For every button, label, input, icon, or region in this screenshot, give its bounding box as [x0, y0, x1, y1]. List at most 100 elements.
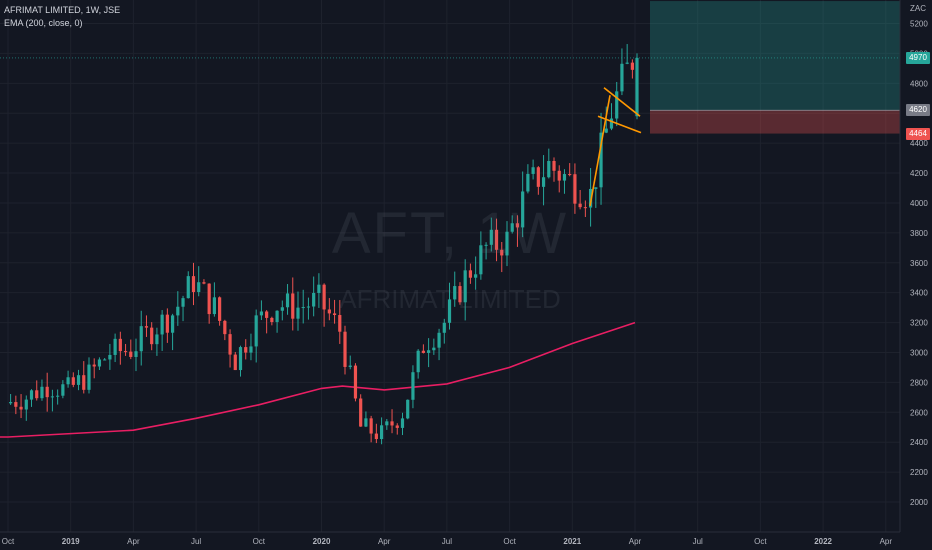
candle-body	[45, 386, 49, 398]
price-tick-label: 4200	[910, 169, 928, 178]
candle-body	[202, 282, 206, 284]
candle-body	[557, 170, 561, 181]
legend-symbol[interactable]: AFRIMAT LIMITED, 1W, JSE	[4, 5, 121, 15]
time-tick-label: Oct	[503, 537, 516, 546]
time-tick-label: 2022	[814, 537, 832, 546]
candle-body	[599, 132, 603, 188]
candle-body	[379, 425, 384, 440]
candle-body	[406, 399, 410, 419]
candle-body	[223, 320, 227, 335]
candle-body	[505, 231, 509, 256]
candle-body	[390, 421, 394, 426]
candle-body	[254, 315, 258, 347]
candle-body	[322, 284, 326, 310]
time-tick-label: 2021	[563, 537, 581, 546]
time-tick-label: Jul	[191, 537, 201, 546]
candle-body	[332, 313, 337, 316]
currency-label: ZAC	[910, 4, 926, 13]
flag-trendlines[interactable]	[589, 87, 642, 207]
price-tick-label: 4800	[910, 79, 928, 88]
time-tick-label: Oct	[253, 537, 266, 546]
price-tick-label: 5200	[910, 20, 928, 29]
candle-body	[228, 334, 232, 355]
price-tick-label: 4000	[910, 199, 928, 208]
candle-body	[9, 402, 13, 404]
grid	[0, 0, 900, 532]
target-zone	[650, 1, 900, 111]
candle-body	[343, 331, 347, 367]
candle-body	[484, 244, 488, 246]
candle-body	[92, 364, 96, 367]
candle-body	[82, 375, 86, 390]
candle-body	[541, 177, 546, 187]
candle-body	[181, 298, 185, 307]
price-tick-label: 3200	[910, 319, 928, 328]
candle-body	[285, 293, 290, 308]
candle-body	[500, 249, 504, 256]
legend-indicator[interactable]: EMA (200, close, 0)	[4, 18, 83, 28]
candle-body	[176, 306, 180, 316]
candle-body	[562, 174, 567, 181]
candle-body	[134, 351, 138, 357]
candle-body	[359, 398, 363, 427]
candle-body	[265, 311, 269, 318]
candle-body	[144, 326, 149, 328]
candle-body	[218, 297, 222, 321]
candle-body	[40, 386, 44, 399]
candle-body	[317, 284, 321, 293]
candle-body	[165, 314, 169, 333]
time-axis[interactable]: Oct 2019 Apr Jul Oct 2020 Apr Jul Oct 2021 Apr Jul O…	[0, 531, 900, 546]
candle-body	[427, 350, 431, 353]
last-price-badge: 4970	[906, 51, 930, 64]
candle-body	[369, 418, 373, 434]
candle-body	[594, 187, 598, 189]
candle-body	[583, 207, 587, 209]
flagpole-line	[589, 95, 611, 207]
candle-body	[568, 174, 572, 176]
time-tick-label: Apr	[127, 537, 140, 546]
candle-body	[191, 276, 196, 293]
candle-body	[24, 399, 28, 410]
candle-body	[118, 338, 122, 352]
candle-body	[348, 365, 352, 367]
ema-200-line[interactable]	[0, 321, 636, 438]
candle-body	[108, 354, 112, 360]
candle-body	[160, 314, 164, 335]
time-tick-label: 2019	[62, 537, 80, 546]
time-tick-label: Jul	[442, 537, 452, 546]
flag-lower-line	[597, 115, 642, 134]
price-tick-label: 3800	[910, 229, 928, 238]
time-tick-label: Apr	[378, 537, 391, 546]
candle-body	[432, 347, 436, 351]
candle-body	[150, 327, 154, 345]
candle-body	[458, 286, 462, 303]
candle-body	[474, 274, 478, 278]
candle-body	[416, 350, 420, 373]
time-tick-label: Oct	[754, 537, 767, 546]
legend: AFRIMAT LIMITED, 1W, JSE EMA (200, close…	[4, 4, 120, 30]
candle-body	[400, 418, 405, 428]
candles[interactable]	[9, 44, 639, 445]
candle-body	[291, 293, 295, 319]
price-tick-label: 2000	[910, 498, 928, 507]
candle-body	[113, 338, 117, 355]
candle-body	[364, 418, 368, 427]
price-tick-label: 3600	[910, 259, 928, 268]
candle-body	[155, 334, 159, 345]
candle-body	[327, 309, 331, 314]
candle-body	[510, 223, 514, 232]
candle-body	[212, 297, 216, 315]
candle-body	[71, 377, 75, 385]
price-axis[interactable]: 2000 2200 2400 2600 2800 3000 3200 3400 3600 3800…	[899, 0, 932, 550]
candle-body	[547, 160, 551, 178]
stop-price-badge: 4464	[906, 127, 930, 140]
price-tick-label: 3000	[910, 348, 928, 357]
entry-price-badge: 4620	[906, 104, 930, 117]
position-zones[interactable]	[0, 1, 900, 134]
candle-body	[19, 406, 23, 410]
candle-body	[385, 421, 389, 426]
candle-body	[620, 63, 624, 92]
price-tick-label: 4400	[910, 139, 928, 148]
candle-body	[437, 332, 441, 348]
